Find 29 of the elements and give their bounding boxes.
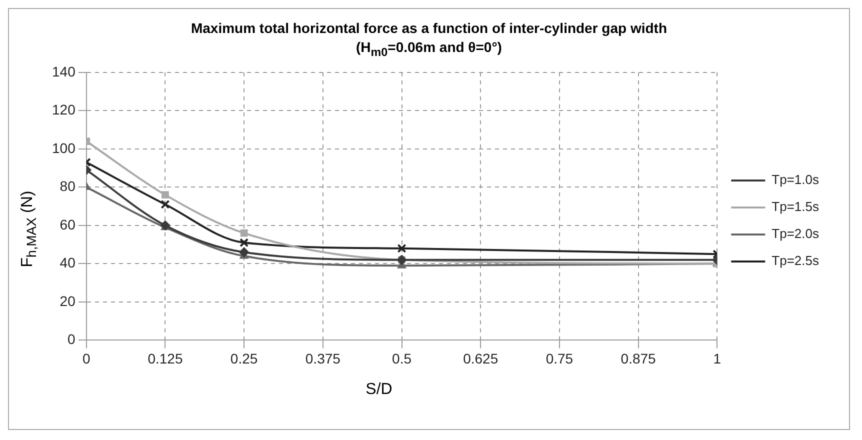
- x-tick-label: 0.25: [230, 350, 258, 366]
- x-tick-label: 0.625: [463, 350, 498, 366]
- x-tick-label: 0.5: [392, 350, 412, 366]
- point: [162, 191, 169, 199]
- x-tick-label: 0.375: [305, 350, 341, 366]
- x-tick-label: 1: [713, 350, 722, 366]
- chart-title: Maximum total horizontal force as a function of inter-cylinder gap width: [190, 19, 668, 38]
- legend-label: Tp=1.0s: [772, 172, 820, 188]
- legend-label: Tp=1.5s: [772, 199, 820, 214]
- y-tick-label: 0: [68, 331, 76, 348]
- point: [397, 244, 406, 253]
- chart-subtitle: (H$_{m0}$=0.06m and θ=0°): [355, 38, 503, 61]
- legend-label: Tp=2.0s: [772, 226, 820, 242]
- y-tick-label: 60: [60, 216, 76, 232]
- point: [240, 238, 249, 248]
- y-tick-label: 20: [60, 292, 76, 309]
- y-tick-label: 140: [52, 63, 76, 80]
- x-tick-label: 0.125: [148, 350, 183, 366]
- legend-label: Tp=2.5s: [772, 253, 820, 268]
- y-tick-label: 100: [52, 140, 76, 156]
- y-tick-label: 80: [60, 178, 76, 194]
- point: [160, 200, 170, 209]
- x-tick-label: 0.875: [620, 350, 656, 366]
- x-axis-title: S/D: [364, 381, 394, 399]
- x-tick-label: 0.75: [546, 350, 574, 366]
- point: [239, 247, 250, 258]
- y-tick-label: 120: [52, 102, 76, 118]
- y-tick-label: 40: [60, 254, 76, 271]
- x-tick-label: 0: [82, 350, 90, 366]
